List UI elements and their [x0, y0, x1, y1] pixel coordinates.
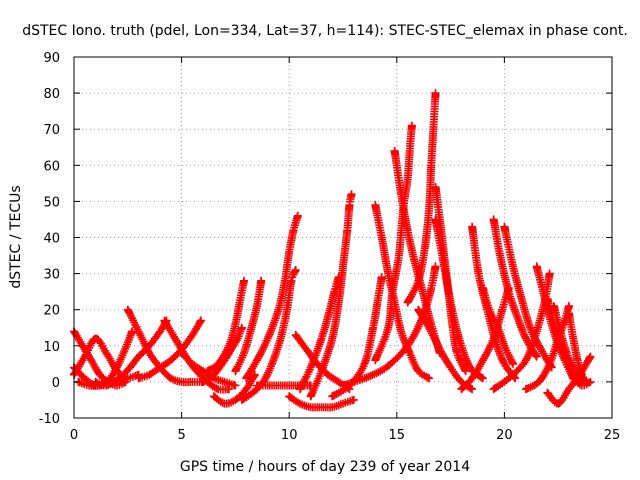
series-markers: [521, 302, 573, 394]
y-tick-label: 90: [43, 51, 60, 66]
series-arc-13: [231, 276, 266, 376]
series-markers: [328, 273, 386, 401]
series-arc-26: [403, 89, 440, 307]
series-arc-41: [543, 352, 595, 408]
x-tick-label: 10: [281, 428, 298, 443]
x-tick-label: 0: [70, 428, 78, 443]
series-arc-09: [177, 349, 240, 390]
series-markers: [403, 89, 440, 307]
series-markers: [296, 273, 343, 394]
series-markers: [457, 284, 513, 394]
series-arc-12: [203, 276, 248, 376]
series-arc-42: [569, 374, 595, 390]
series-markers: [237, 266, 300, 404]
x-axis-label: GPS time / hours of day 239 of year 2014: [180, 459, 470, 475]
x-tick-label: 5: [177, 428, 185, 443]
y-tick-label: 10: [43, 340, 60, 355]
axis-ticks: 0 5 10 15 20 25 -10 0 10 20 30 40 50 60 70 80 90: [39, 51, 621, 443]
series-arc-10: [199, 323, 246, 386]
series-markers: [242, 211, 302, 383]
y-tick-label: 20: [43, 304, 60, 319]
y-tick-label: -10: [39, 412, 60, 427]
y-axis-label: dSTEC / TECUs: [8, 185, 24, 288]
series-arc-11: [209, 370, 259, 408]
series-markers: [543, 352, 595, 408]
y-tick-label: 40: [43, 232, 60, 247]
series-arc-34: [457, 284, 513, 394]
series-markers: [431, 215, 487, 383]
series-arc-15: [242, 211, 302, 383]
y-tick-label: 70: [43, 123, 60, 138]
series-arc-14: [237, 266, 300, 404]
y-tick-label: 60: [43, 159, 60, 174]
series-markers: [199, 323, 246, 386]
y-tick-label: 0: [52, 376, 60, 391]
series-arc-20: [306, 190, 356, 401]
series-arc-28: [431, 215, 487, 383]
x-tick-label: 20: [496, 428, 513, 443]
y-tick-label: 50: [43, 195, 60, 210]
y-tick-label: 80: [43, 87, 60, 102]
series-markers: [569, 374, 595, 390]
series-arc-19: [296, 273, 343, 394]
series-markers: [285, 392, 358, 412]
series-markers: [231, 276, 266, 376]
x-tick-label: 15: [389, 428, 406, 443]
y-tick-label: 30: [43, 268, 60, 283]
series-arc-40: [521, 302, 573, 394]
series-arc-21: [328, 273, 386, 401]
data-series: [70, 89, 595, 412]
series-markers: [177, 349, 240, 390]
series-arc-18: [285, 392, 358, 412]
series-markers: [209, 370, 259, 408]
x-tick-label: 25: [604, 428, 621, 443]
chart-title: dSTEC Iono. truth (pdel, Lon=334, Lat=37…: [22, 23, 628, 39]
series-markers: [306, 190, 356, 401]
series-markers: [203, 276, 248, 376]
